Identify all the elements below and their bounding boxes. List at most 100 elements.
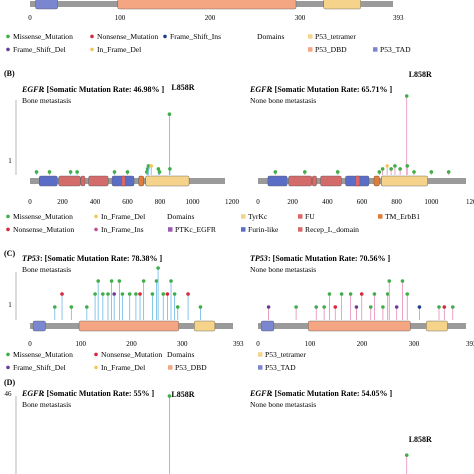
- legend-label: TyrKc: [248, 212, 268, 221]
- mutation-dot: [47, 170, 52, 174]
- domain-fu: [80, 175, 86, 187]
- plot-title-gene: TP53: [250, 254, 268, 263]
- legend-swatch-furin-like: [241, 227, 246, 232]
- legend-label: Domains: [167, 212, 194, 221]
- legend-swatch-frame-shift-del: [6, 47, 10, 52]
- plot-title: : [Somatic Mutation Rate: 70.56% ]: [268, 254, 391, 263]
- legend-swatch-missense: [6, 214, 10, 219]
- mutation-dot: [146, 164, 151, 168]
- mutation-dot: [109, 279, 114, 283]
- mutation-dot: [167, 112, 172, 117]
- legend-swatch-p53-tetramer: [308, 34, 313, 39]
- x-tick-label: 400: [90, 198, 101, 206]
- domain-p53-dbd: [117, 0, 297, 10]
- mutation-dot: [134, 292, 138, 296]
- legend-swatch-in-frame-del: [94, 365, 98, 370]
- legend-label: Missense_Mutation: [13, 212, 73, 221]
- mutation-dot: [156, 266, 160, 270]
- legend-swatch-tm-erbb1: [378, 214, 383, 219]
- legend-label: Frame_Shift_Del: [13, 363, 66, 372]
- mutation-dot: [93, 292, 97, 296]
- plot-title-gene: EGFR: [249, 389, 272, 398]
- mutation-dot: [120, 292, 125, 296]
- mutation-dot: [400, 279, 405, 283]
- mutation-dot: [385, 292, 390, 296]
- hotspot-label: L858R: [171, 83, 194, 92]
- x-tick-label: 1000: [424, 198, 439, 206]
- legend-swatch-nonsense: [90, 34, 94, 39]
- x-tick-label: 600: [122, 198, 133, 206]
- plot-title: : [Somatic Mutation Rate: 65.71% ]: [270, 85, 393, 94]
- mutation-dot: [393, 164, 397, 168]
- legend-label: TM_ErbB1: [385, 212, 420, 221]
- legend-label: Nonsense_Mutation: [97, 32, 158, 41]
- mutation-dot: [398, 167, 402, 171]
- legend-label: Domains: [167, 350, 194, 359]
- mutation-dot: [273, 170, 278, 174]
- domain-p53-tad: [35, 0, 58, 10]
- mutation-dot: [405, 164, 410, 168]
- mutation-dot: [96, 279, 100, 283]
- mutation-dot: [394, 305, 399, 309]
- legend-swatch-fu: [298, 214, 303, 219]
- domain-p53-tetramer: [194, 320, 216, 332]
- x-tick-label: 0: [28, 340, 32, 348]
- legend-swatch-in-frame-del: [94, 214, 98, 219]
- plot-title: : [Somatic Mutation Rate: 46.98% ]: [42, 85, 165, 94]
- plot-subtitle: None bone metastasis: [250, 96, 316, 105]
- mutation-dot: [156, 167, 161, 171]
- legend-label: Missense_Mutation: [13, 350, 73, 359]
- mutation-dot: [294, 305, 298, 309]
- mutation-dot: [138, 292, 142, 296]
- legend-label: Nonsense_Mutation: [101, 350, 162, 359]
- legend-swatch-tyrkc: [241, 214, 246, 219]
- mutation-dot: [339, 292, 344, 296]
- x-tick-label: 200: [57, 198, 68, 206]
- x-tick-label: 200: [287, 198, 298, 206]
- mutation-dot: [167, 394, 172, 398]
- mutation-dot: [368, 305, 373, 309]
- domain-furin-like: [39, 175, 58, 187]
- domain-p53-tad: [32, 320, 46, 332]
- plot-title: : [Somatic Mutation Rate: 55% ]: [42, 389, 155, 398]
- domain-recep-l-domain: [288, 175, 312, 187]
- hotspot-label: L858R: [171, 390, 194, 399]
- x-tick-label: 100: [305, 340, 316, 348]
- panel-label: (C): [4, 249, 15, 258]
- domain-p53-tad: [260, 320, 275, 332]
- domain-fu: [312, 175, 317, 187]
- x-tick-label: 800: [155, 198, 166, 206]
- x-tick-label: 393: [393, 14, 404, 22]
- mutation-dot: [446, 170, 451, 174]
- legend-label: In_Frame_Del: [101, 363, 145, 372]
- x-tick-label: 200: [357, 340, 368, 348]
- mutation-dot: [101, 292, 105, 296]
- mutation-dot: [175, 305, 180, 309]
- domain-tyrkc: [381, 175, 428, 187]
- legend-label: In_Frame_Ins: [101, 225, 144, 234]
- x-tick-label: 1200(: [466, 198, 474, 206]
- legend-swatch-ptkc-egfr: [168, 227, 173, 232]
- mutation-dot: [335, 170, 340, 174]
- legend-label: P53_tetramer: [315, 32, 356, 41]
- y-tick-label: 1: [8, 157, 12, 165]
- hotspot-label: L858R: [409, 435, 432, 444]
- legend-label: Nonsense_Mutation: [13, 225, 74, 234]
- plot-subtitle: Bone metastasis: [22, 400, 71, 409]
- mutation-dot: [389, 167, 393, 171]
- legend-label: P53_DBD: [315, 45, 347, 54]
- domain-p53-tetramer: [323, 0, 361, 10]
- domain-recep-l-domain: [88, 175, 109, 187]
- domain-furin-like: [267, 175, 288, 187]
- mutation-dot: [437, 305, 441, 309]
- legend-label: P53_tetramer: [265, 350, 306, 359]
- x-tick-label: 393: [233, 340, 244, 348]
- mutation-dot: [154, 279, 159, 283]
- legend-swatch-p53-dbd: [168, 365, 173, 370]
- panel-label: (D): [4, 378, 15, 387]
- domain-p53-dbd: [308, 320, 411, 332]
- domain-recep-l-domain: [58, 175, 81, 187]
- mutation-dot: [404, 94, 409, 98]
- legend-label: Frame_Shift_Ins: [170, 32, 221, 41]
- mutation-dot: [85, 305, 89, 309]
